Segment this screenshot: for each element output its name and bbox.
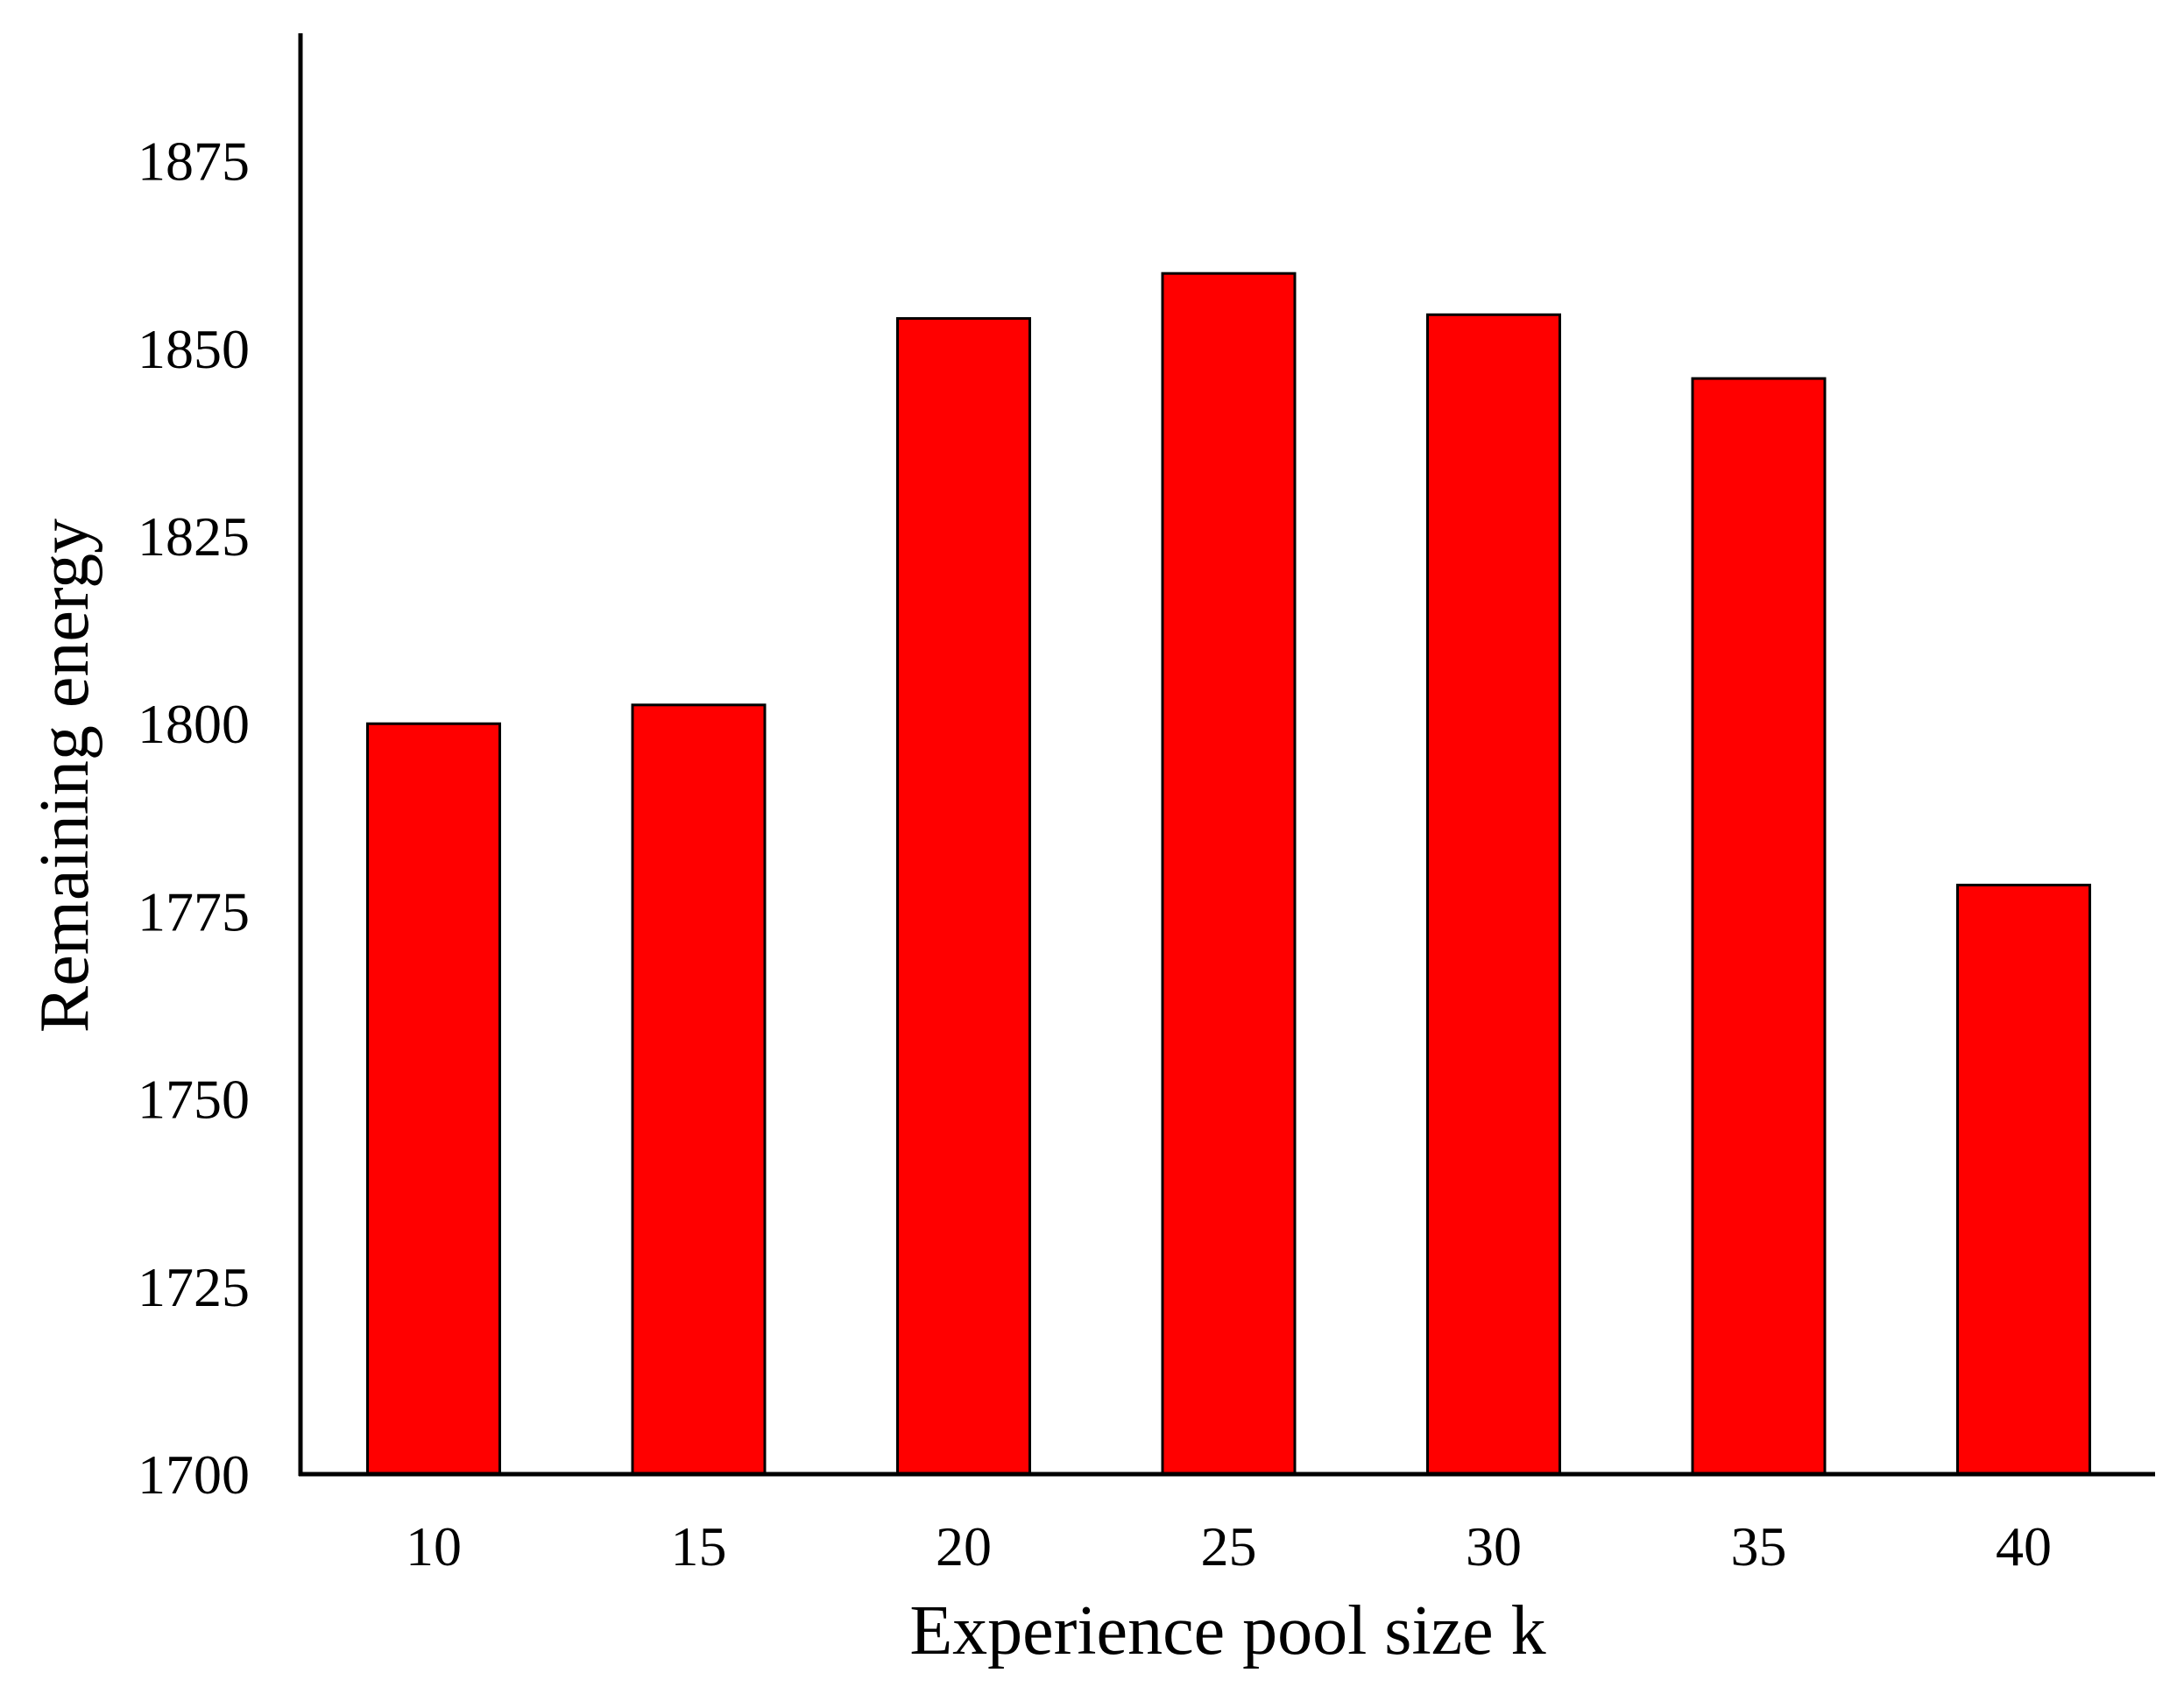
x-axis-title: Experience pool size k bbox=[909, 1592, 1545, 1669]
y-tick-label: 1750 bbox=[138, 1069, 250, 1131]
x-tick-label: 10 bbox=[406, 1515, 462, 1577]
x-tick-labels: 10 15 20 25 30 35 40 bbox=[406, 1515, 2052, 1577]
bar-15 bbox=[631, 703, 767, 1476]
bar-25 bbox=[1161, 272, 1297, 1476]
y-tick-label: 1700 bbox=[138, 1443, 250, 1506]
bar-35 bbox=[1691, 377, 1827, 1476]
bar-20 bbox=[896, 317, 1031, 1476]
axes-layer bbox=[298, 33, 2155, 1477]
y-tick-label: 1775 bbox=[138, 880, 250, 942]
x-tick-label: 15 bbox=[671, 1515, 727, 1577]
x-tick-label: 30 bbox=[1466, 1515, 1522, 1577]
y-tick-label: 1850 bbox=[138, 318, 250, 380]
y-tick-labels: 1700 1725 1750 1775 1800 1825 1850 1875 bbox=[138, 131, 250, 1506]
y-tick-label: 1875 bbox=[138, 131, 250, 193]
x-tick-label: 35 bbox=[1731, 1515, 1787, 1577]
y-tick-label: 1800 bbox=[138, 693, 250, 755]
x-tick-label: 40 bbox=[1996, 1515, 2052, 1577]
y-tick-label: 1725 bbox=[138, 1256, 250, 1318]
bar-40 bbox=[1956, 883, 2091, 1476]
bars-layer bbox=[366, 272, 2091, 1476]
y-axis-title: Remaining energy bbox=[26, 519, 103, 1033]
y-tick-label: 1825 bbox=[138, 505, 250, 568]
x-tick-label: 20 bbox=[936, 1515, 992, 1577]
bar-10 bbox=[366, 722, 501, 1476]
x-tick-label: 25 bbox=[1201, 1515, 1257, 1577]
bar-30 bbox=[1426, 313, 1561, 1476]
